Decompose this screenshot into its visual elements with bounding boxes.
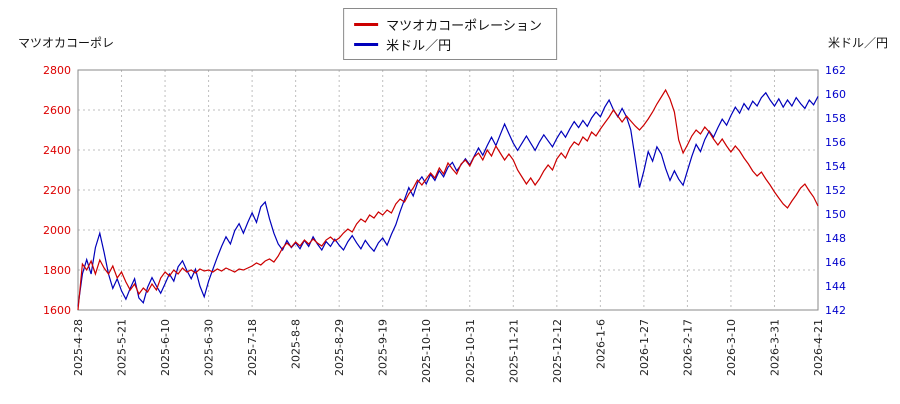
- svg-text:2026-3-10: 2026-3-10: [725, 319, 738, 376]
- series-line-usdjpy: [77, 91, 819, 307]
- svg-text:2026-1-6: 2026-1-6: [594, 319, 607, 369]
- svg-text:2026-4-21: 2026-4-21: [812, 319, 825, 376]
- svg-text:2025-6-30: 2025-6-30: [203, 319, 216, 376]
- svg-text:142: 142: [825, 304, 846, 317]
- svg-text:2025-7-18: 2025-7-18: [246, 319, 259, 376]
- svg-text:2400: 2400: [43, 144, 71, 157]
- svg-text:1800: 1800: [43, 264, 71, 277]
- svg-text:2025-4-28: 2025-4-28: [72, 319, 85, 376]
- svg-text:2025-8-8: 2025-8-8: [290, 319, 303, 369]
- svg-text:152: 152: [825, 184, 846, 197]
- svg-text:160: 160: [825, 88, 846, 101]
- legend-item-usdjpy: 米ドル／円: [354, 34, 542, 54]
- svg-text:150: 150: [825, 208, 846, 221]
- svg-text:156: 156: [825, 136, 846, 149]
- svg-text:144: 144: [825, 280, 846, 293]
- svg-text:146: 146: [825, 256, 846, 269]
- svg-text:2025-10-31: 2025-10-31: [464, 319, 477, 383]
- svg-text:2600: 2600: [43, 104, 71, 117]
- usdjpy-line-swatch: [354, 42, 379, 46]
- legend-label-usdjpy: 米ドル／円: [386, 38, 452, 54]
- legend-item-stock: マツオカコーポレーション: [354, 14, 542, 34]
- svg-text:162: 162: [825, 64, 846, 77]
- svg-text:2025-10-10: 2025-10-10: [420, 319, 433, 383]
- svg-text:154: 154: [825, 160, 846, 173]
- svg-text:2026-1-27: 2026-1-27: [638, 319, 651, 376]
- svg-text:2026-3-31: 2026-3-31: [768, 319, 781, 376]
- svg-text:2025-12-12: 2025-12-12: [551, 319, 564, 383]
- svg-text:2025-6-10: 2025-6-10: [159, 319, 172, 376]
- svg-text:2025-9-19: 2025-9-19: [377, 319, 390, 376]
- stock-line-swatch: [354, 22, 379, 26]
- svg-text:148: 148: [825, 232, 846, 245]
- svg-text:2025-8-29: 2025-8-29: [333, 319, 346, 376]
- svg-text:2000: 2000: [43, 224, 71, 237]
- svg-text:2200: 2200: [43, 184, 71, 197]
- legend: マツオカコーポレーション 米ドル／円: [343, 8, 557, 60]
- svg-text:158: 158: [825, 112, 846, 125]
- svg-text:2025-11-21: 2025-11-21: [507, 319, 520, 383]
- series-line-stock: [77, 88, 819, 311]
- svg-text:1600: 1600: [43, 304, 71, 317]
- left-axis-title: マツオカコーポレ: [18, 36, 115, 50]
- svg-text:2026-2-17: 2026-2-17: [681, 319, 694, 376]
- legend-label-stock: マツオカコーポレーション: [386, 18, 542, 34]
- svg-text:2025-5-21: 2025-5-21: [116, 319, 129, 376]
- right-axis-title: 米ドル／円: [827, 36, 888, 50]
- svg-text:2800: 2800: [43, 64, 71, 77]
